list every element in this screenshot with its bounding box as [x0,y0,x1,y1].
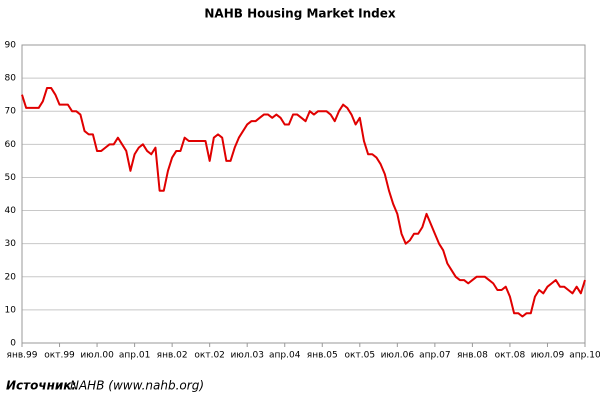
y-tick-label: 50 [5,173,17,183]
x-tick-label: янв.99 [7,351,38,361]
y-tick-label: 60 [5,140,17,150]
x-tick-label: янв.02 [157,351,188,361]
y-tick-label: 0 [10,339,16,349]
source-text: NAHB (www.nahb.org) [70,379,204,393]
x-tick-label: июл.06 [381,351,415,361]
y-tick-label: 30 [5,239,17,249]
y-tick-label: 80 [5,74,17,84]
source-label: Источник: [6,379,76,393]
x-tick-label: июл.03 [230,351,264,361]
y-tick-label: 90 [5,41,17,51]
x-tick-label: окт.02 [194,351,225,361]
x-tick-label: июл.09 [531,351,565,361]
x-tick-label: окт.99 [44,351,75,361]
y-tick-label: 70 [5,107,17,117]
x-tick-label: апр.07 [419,351,450,361]
y-tick-label: 20 [5,272,17,282]
data-line [21,87,586,318]
x-tick-label: янв.05 [307,351,338,361]
y-tick-label: 40 [5,206,17,216]
x-tick-label: апр.01 [119,351,150,361]
chart-title: NAHB Housing Market Index [204,7,395,21]
x-tick-label: июл.00 [80,351,114,361]
x-tick-label: окт.08 [495,351,526,361]
x-tick-label: окт.05 [345,351,376,361]
plot-frame [21,44,586,344]
x-tick-label: янв.08 [457,351,488,361]
x-tick-label: апр.04 [269,351,301,361]
x-tick-label: апр.10 [569,351,600,361]
y-tick-label: 10 [5,305,17,315]
